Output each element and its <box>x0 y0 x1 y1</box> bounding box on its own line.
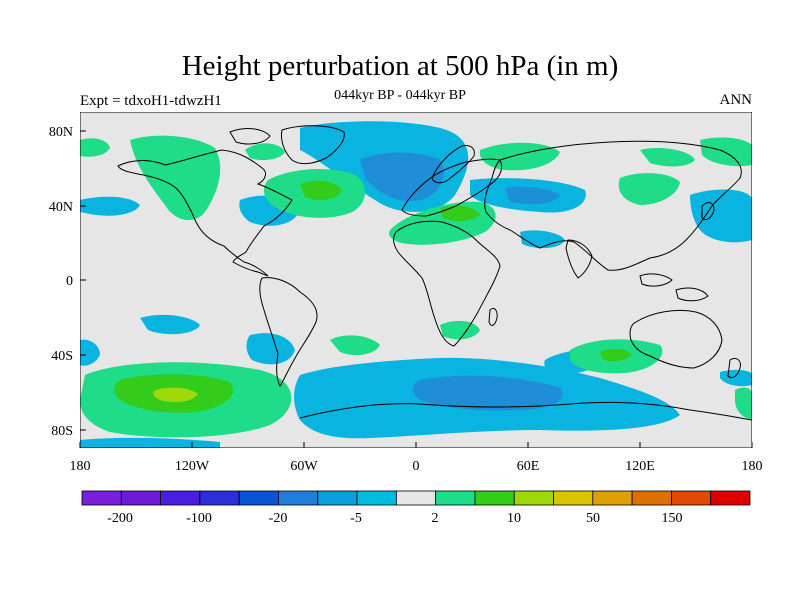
colorbar-swatch <box>474 490 515 506</box>
x-tick-label: 180 <box>70 459 91 474</box>
colorbar-label: 150 <box>662 511 683 526</box>
greenland-positive <box>245 143 285 160</box>
colorbar-swatch <box>238 490 279 506</box>
southern-ocean-negative-core <box>412 375 563 411</box>
scandinavia-outline <box>431 145 475 184</box>
antarctic-negative <box>80 437 220 448</box>
x-tick-label: 60E <box>517 459 540 474</box>
colorbar-label: -100 <box>186 511 212 526</box>
india-outline <box>565 239 593 279</box>
colorbar-swatch <box>435 490 476 506</box>
colorbar <box>81 490 751 506</box>
eurasia-negative-core <box>505 186 560 205</box>
colorbar-label: 2 <box>432 511 439 526</box>
map-title: Height perturbation at 500 hPa (in m) <box>181 50 619 82</box>
north-pacific-positive-2 <box>640 148 695 167</box>
x-tick-label: 0 <box>413 459 420 474</box>
colorbar-label: 50 <box>586 511 600 526</box>
australia-outline <box>629 309 723 369</box>
southeast-asia-islands-outline <box>639 273 709 302</box>
colorbar-swatch <box>81 490 122 506</box>
colorbar-swatch <box>317 490 358 506</box>
colorbar-swatch <box>278 490 319 506</box>
colorbar-swatch <box>631 490 672 506</box>
y-tick-label: 80N <box>49 125 73 140</box>
south-america-east-negative <box>246 333 295 365</box>
y-axis: 80N 40N 0 40S 80S <box>49 125 86 439</box>
x-tick-label: 120E <box>625 459 655 474</box>
experiment-label: Expt = tdxoH1-tdwzH1 <box>80 93 222 109</box>
colorbar-swatch <box>710 490 751 506</box>
madagascar-outline <box>488 307 498 326</box>
north-atlantic-positive-core <box>300 180 342 201</box>
y-tick-label: 40S <box>51 349 73 364</box>
south-america-outline <box>259 277 318 387</box>
central-asia-positive <box>618 173 680 205</box>
north-america-outline <box>117 149 293 277</box>
japan-outline <box>701 202 715 221</box>
x-tick-label: 60W <box>290 459 318 474</box>
new-zealand-outline <box>727 357 741 379</box>
x-tick-label: 180 <box>742 459 763 474</box>
colorbar-swatch <box>513 490 554 506</box>
colorbar-label: -200 <box>107 511 133 526</box>
mediterranean-positive-core <box>440 205 480 222</box>
north-pacific-positive <box>80 138 110 157</box>
greenland-outline <box>281 125 345 165</box>
siberia-positive <box>700 137 752 167</box>
x-tick-label: 120W <box>175 459 210 474</box>
y-tick-label: 0 <box>66 274 73 289</box>
colorbar-swatch <box>356 490 397 506</box>
y-tick-label: 40N <box>49 200 73 215</box>
x-axis: 180 120W 60W 0 60E 120E 180 <box>70 442 763 474</box>
season-label: ANN <box>719 92 753 108</box>
arctic-negative-core <box>360 152 444 201</box>
colorbar-label: -5 <box>350 511 362 526</box>
coastlines <box>117 125 752 421</box>
colorbar-swatch <box>553 490 594 506</box>
negative-anomalies <box>80 121 752 448</box>
south-indian-negative <box>80 339 100 366</box>
colorbar-labels: -200 -100 -20 -5 2 10 50 150 <box>107 511 682 526</box>
canada-west-negative <box>80 196 140 216</box>
x-ticks <box>79 442 753 448</box>
antarctica-outline <box>299 401 752 421</box>
colorbar-swatch <box>395 490 437 506</box>
europe-outline <box>401 158 503 217</box>
pacific-north-negative <box>690 189 752 243</box>
arctic-islands-outline <box>229 128 271 145</box>
y-ticks <box>80 130 86 431</box>
colorbar-swatch <box>160 490 201 506</box>
period-label: 044kyr BP - 044kyr BP <box>334 88 466 103</box>
colorbar-swatch <box>120 490 161 506</box>
colorbar-label: -20 <box>269 511 288 526</box>
colorbar-swatch <box>592 490 633 506</box>
asia-outline <box>484 140 742 271</box>
south-pacific-negative-1 <box>140 314 200 335</box>
y-tick-label: 80S <box>51 424 73 439</box>
colorbar-swatch <box>199 490 240 506</box>
south-atlantic-positive <box>330 335 380 356</box>
colorbar-label: 10 <box>507 511 521 526</box>
map-area <box>80 112 752 448</box>
indian-ocean-positive-core <box>600 348 632 362</box>
east-pacific-south-positive <box>735 387 752 420</box>
africa-outline <box>393 220 501 347</box>
colorbar-swatch <box>671 490 712 506</box>
south-pacific-positive-core <box>153 387 198 402</box>
